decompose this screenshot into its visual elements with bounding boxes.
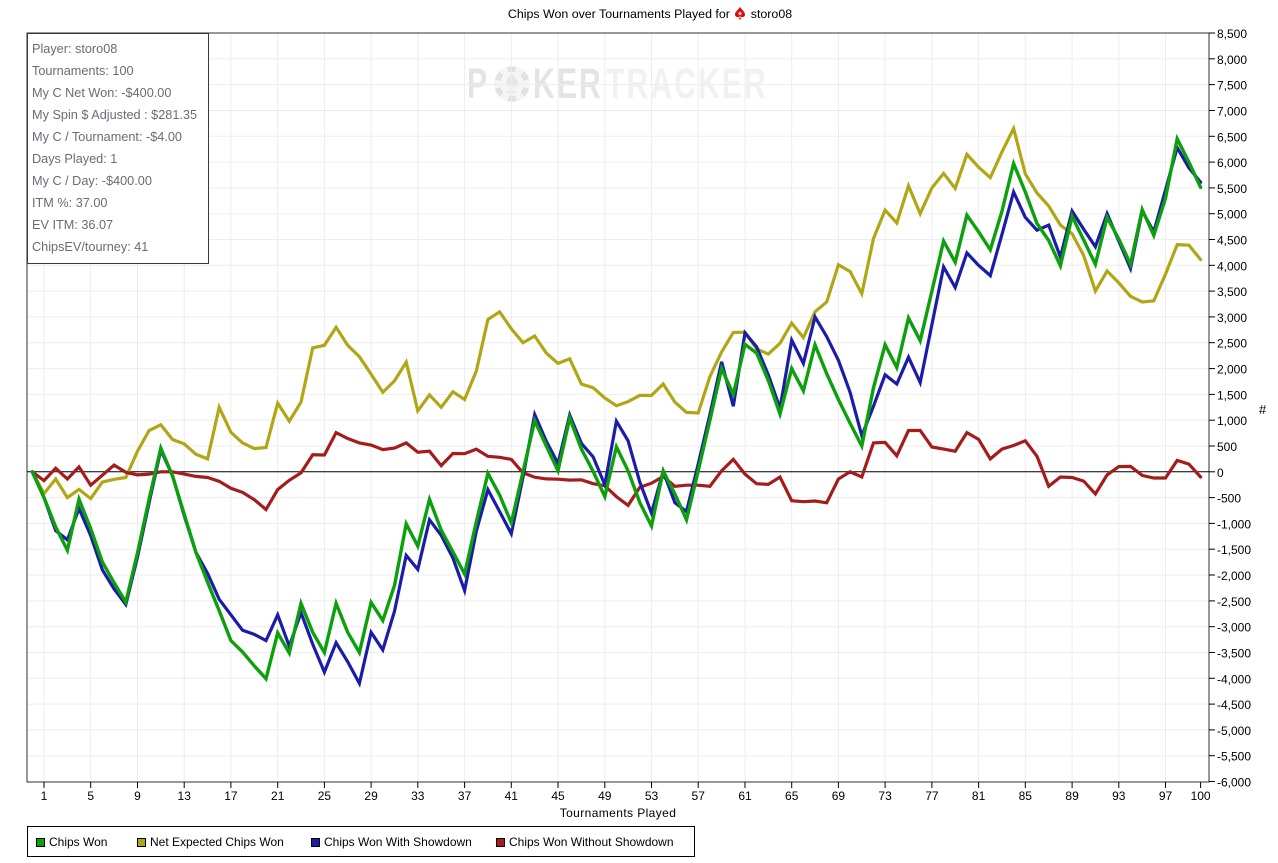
svg-text:85: 85 <box>1019 789 1033 803</box>
svg-text:-2,000: -2,000 <box>1217 569 1251 583</box>
svg-text:0: 0 <box>1217 466 1224 480</box>
svg-text:37: 37 <box>458 789 472 803</box>
svg-text:-2,500: -2,500 <box>1217 595 1251 609</box>
svg-text:6,500: 6,500 <box>1217 130 1247 144</box>
svg-text:500: 500 <box>1217 440 1237 454</box>
svg-text:-5,500: -5,500 <box>1217 750 1251 764</box>
svg-text:-3,500: -3,500 <box>1217 647 1251 661</box>
svg-text:53: 53 <box>645 789 659 803</box>
svg-text:97: 97 <box>1159 789 1173 803</box>
svg-text:-1,500: -1,500 <box>1217 543 1251 557</box>
svg-text:49: 49 <box>598 789 612 803</box>
svg-text:100: 100 <box>1191 789 1211 803</box>
svg-text:3,500: 3,500 <box>1217 285 1247 299</box>
svg-text:-4,000: -4,000 <box>1217 672 1251 686</box>
svg-text:41: 41 <box>505 789 519 803</box>
svg-text:2,500: 2,500 <box>1217 337 1247 351</box>
svg-text:7,000: 7,000 <box>1217 105 1247 119</box>
svg-text:6,000: 6,000 <box>1217 156 1247 170</box>
svg-text:73: 73 <box>878 789 892 803</box>
svg-text:-3,000: -3,000 <box>1217 621 1251 635</box>
svg-text:57: 57 <box>692 789 706 803</box>
svg-text:29: 29 <box>364 789 378 803</box>
svg-text:45: 45 <box>551 789 565 803</box>
svg-text:-4,500: -4,500 <box>1217 698 1251 712</box>
svg-text:2,000: 2,000 <box>1217 363 1247 377</box>
svg-text:9: 9 <box>134 789 141 803</box>
svg-text:1,000: 1,000 <box>1217 414 1247 428</box>
svg-text:33: 33 <box>411 789 425 803</box>
svg-text:4,500: 4,500 <box>1217 234 1247 248</box>
svg-text:61: 61 <box>738 789 752 803</box>
svg-text:-1,000: -1,000 <box>1217 517 1251 531</box>
svg-text:3,000: 3,000 <box>1217 311 1247 325</box>
svg-text:8,500: 8,500 <box>1217 27 1247 41</box>
svg-text:-5,000: -5,000 <box>1217 724 1251 738</box>
svg-text:89: 89 <box>1065 789 1079 803</box>
svg-text:1: 1 <box>41 789 48 803</box>
svg-text:65: 65 <box>785 789 799 803</box>
svg-text:-500: -500 <box>1217 492 1241 506</box>
svg-text:7,500: 7,500 <box>1217 79 1247 93</box>
svg-text:25: 25 <box>318 789 332 803</box>
svg-text:69: 69 <box>832 789 846 803</box>
svg-text:77: 77 <box>925 789 939 803</box>
svg-text:1,500: 1,500 <box>1217 388 1247 402</box>
svg-text:81: 81 <box>972 789 986 803</box>
svg-text:93: 93 <box>1112 789 1126 803</box>
svg-text:-6,000: -6,000 <box>1217 776 1251 790</box>
svg-text:21: 21 <box>271 789 285 803</box>
svg-text:17: 17 <box>224 789 238 803</box>
svg-text:8,000: 8,000 <box>1217 53 1247 67</box>
svg-text:5,000: 5,000 <box>1217 208 1247 222</box>
svg-text:5,500: 5,500 <box>1217 182 1247 196</box>
svg-text:5: 5 <box>87 789 94 803</box>
svg-text:4,000: 4,000 <box>1217 259 1247 273</box>
svg-text:13: 13 <box>178 789 192 803</box>
